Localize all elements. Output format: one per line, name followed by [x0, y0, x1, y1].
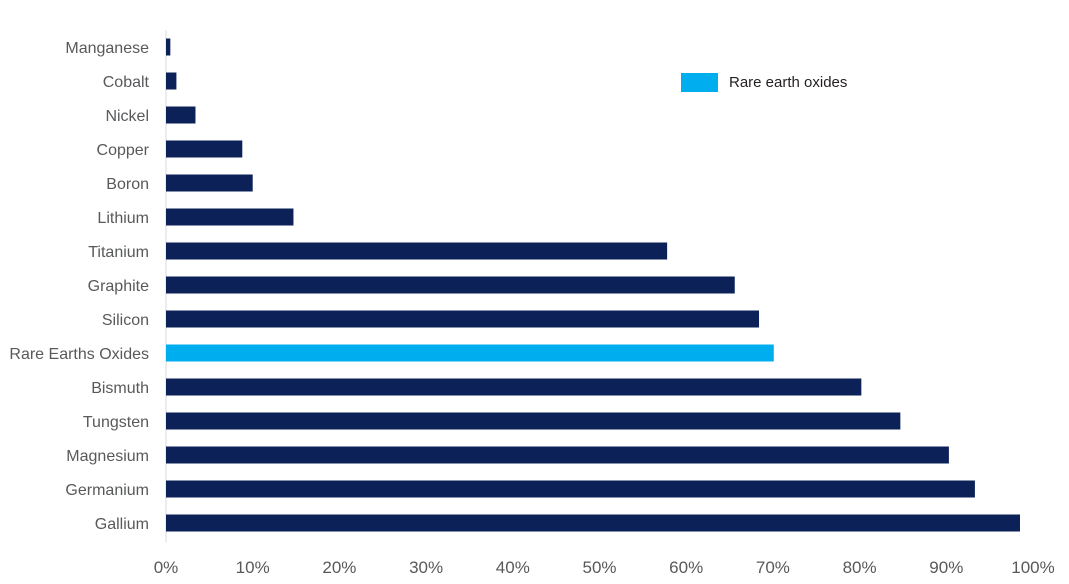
- x-tick-label: 50%: [582, 558, 616, 577]
- x-tick-label: 70%: [756, 558, 790, 577]
- x-tick-label: 30%: [409, 558, 443, 577]
- category-label-cobalt: Cobalt: [103, 74, 150, 91]
- x-tick-label: 0%: [154, 558, 179, 577]
- bar-germanium: [166, 480, 975, 498]
- x-tick-label: 60%: [669, 558, 703, 577]
- bar-boron: [166, 174, 253, 192]
- bar-silicon: [166, 310, 760, 328]
- category-label-tungsten: Tungsten: [83, 414, 149, 431]
- bar-graphite: [166, 276, 735, 294]
- bars-group: [166, 38, 1020, 532]
- x-tick-label: 90%: [929, 558, 963, 577]
- x-tick-label: 20%: [322, 558, 356, 577]
- category-label-rare-earths-oxides: Rare Earths Oxides: [9, 346, 149, 363]
- x-tick-label: 10%: [236, 558, 270, 577]
- bar-gallium: [166, 514, 1020, 532]
- bar-magnesium: [166, 446, 949, 464]
- category-label-manganese: Manganese: [65, 40, 149, 57]
- category-label-boron: Boron: [106, 176, 149, 193]
- x-tick-label: 40%: [496, 558, 530, 577]
- category-label-germanium: Germanium: [65, 482, 149, 499]
- legend-label: Rare earth oxides: [729, 74, 847, 91]
- legend: Rare earth oxides: [681, 73, 847, 92]
- bar-nickel: [166, 106, 196, 124]
- category-label-titanium: Titanium: [88, 244, 149, 261]
- x-tick-labels: 0% 10% 20% 30% 40% 50% 60% 70% 80% 90% 100%: [154, 558, 1055, 577]
- category-label-magnesium: Magnesium: [66, 448, 149, 465]
- category-label-lithium: Lithium: [97, 210, 149, 227]
- legend-swatch: [681, 73, 718, 92]
- bar-titanium: [166, 242, 668, 260]
- category-label-silicon: Silicon: [102, 312, 149, 329]
- bar-tungsten: [166, 412, 901, 430]
- bar-copper: [166, 140, 243, 158]
- bar-bismuth: [166, 378, 862, 396]
- category-labels: Manganese Cobalt Nickel Copper Boron Lithium T…: [9, 40, 149, 533]
- bar-manganese: [166, 38, 171, 56]
- x-tick-label: 80%: [843, 558, 877, 577]
- bar-lithium: [166, 208, 294, 226]
- category-label-copper: Copper: [97, 142, 150, 159]
- category-label-nickel: Nickel: [105, 108, 149, 125]
- category-label-gallium: Gallium: [95, 516, 149, 533]
- bar-rare-earths-oxides: [166, 344, 774, 362]
- category-label-graphite: Graphite: [88, 278, 149, 295]
- bar-cobalt: [166, 72, 177, 90]
- x-tick-label: 100%: [1011, 558, 1054, 577]
- category-label-bismuth: Bismuth: [91, 380, 149, 397]
